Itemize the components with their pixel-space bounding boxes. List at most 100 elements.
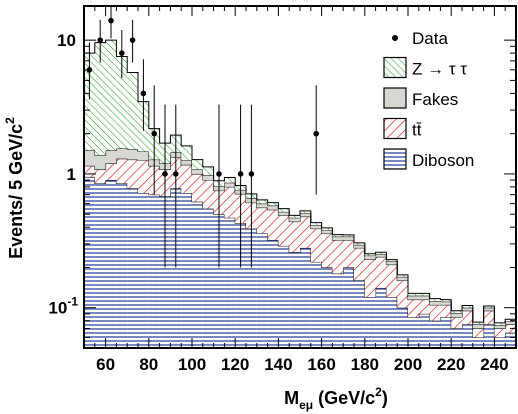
x-tick-label-200: 200 (394, 355, 422, 374)
bar-diboson-1 (94, 183, 106, 348)
legend-entry-tt: tt̄ (383, 117, 422, 140)
bar-z-32 (429, 298, 441, 302)
bar-tt-0 (84, 165, 95, 177)
data-point-11 (248, 104, 255, 268)
data-marker-6 (151, 130, 157, 137)
data-point-1 (97, 19, 103, 63)
outline-z-3 (84, 39, 516, 324)
bar-z-38 (494, 322, 506, 326)
bar-diboson-25 (354, 280, 365, 348)
legend-swatch-1 (383, 56, 407, 79)
x-axis-title-main: M (284, 388, 299, 408)
y-tick-label-exponent-0: -1 (67, 295, 78, 309)
data-marker-8 (173, 171, 179, 177)
bar-diboson-35 (462, 324, 473, 348)
bar-diboson-32 (429, 320, 441, 348)
legend-entry-z: Z → τ τ (383, 56, 467, 79)
bar-diboson-10 (192, 201, 203, 348)
y-tick-label-base-1: 1 (67, 165, 76, 184)
bar-diboson-12 (213, 214, 225, 348)
bar-fakes-1 (94, 155, 106, 170)
bar-tt-36 (472, 328, 484, 338)
legend-swatch-3 (383, 117, 407, 140)
bar-diboson-20 (300, 247, 311, 348)
y-tick-label-base-2: 10 (57, 31, 76, 50)
bar-fakes-31 (418, 295, 430, 300)
bar-z-18 (278, 208, 290, 212)
bar-tt-27 (375, 256, 387, 289)
bar-z-34 (451, 310, 462, 314)
x-tick-label-240: 240 (480, 355, 508, 374)
data-point-12 (313, 85, 320, 195)
bar-diboson-3 (116, 183, 128, 348)
bar-tt-34 (451, 317, 462, 329)
bar-z-23 (332, 234, 344, 237)
bar-tt-17 (267, 209, 279, 241)
bar-fakes-27 (375, 254, 387, 257)
legend-entry-data: Data (392, 29, 448, 48)
bar-z-36 (472, 322, 484, 325)
bar-fakes-32 (429, 301, 441, 305)
bar-z-28 (386, 259, 398, 262)
data-point-7 (162, 104, 168, 268)
bar-tt-4 (127, 159, 138, 189)
bar-diboson-19 (289, 252, 300, 348)
bar-tt-16 (256, 207, 268, 234)
bar-tt-33 (440, 304, 452, 318)
bar-z-37 (483, 306, 495, 308)
bar-z-24 (343, 234, 354, 237)
bar-fakes-2 (105, 150, 117, 164)
bar-z-16 (256, 199, 268, 204)
bar-tt-25 (354, 247, 365, 281)
legend-label-2: Fakes (412, 90, 458, 109)
bar-diboson-39 (505, 332, 516, 348)
bar-z-9 (181, 145, 192, 161)
bar-z-0 (84, 53, 95, 151)
bar-fakes-21 (310, 225, 322, 229)
bar-diboson-22 (321, 267, 333, 348)
bar-fakes-28 (386, 261, 398, 265)
bar-z-17 (267, 202, 279, 206)
bar-fakes-23 (332, 236, 344, 241)
bar-fakes-30 (408, 295, 419, 300)
bar-diboson-38 (494, 337, 506, 348)
bar-tt-35 (462, 310, 473, 325)
bar-fakes-22 (321, 230, 333, 234)
bar-z-29 (397, 274, 408, 277)
bar-tt-23 (332, 240, 344, 274)
y-axis-title-superscript: 2 (3, 117, 17, 124)
bar-tt-21 (310, 228, 322, 262)
legend-entry-fakes: Fakes (383, 87, 458, 109)
x-axis-title-rest: (GeV/c (313, 388, 375, 408)
bar-fakes-11 (202, 175, 214, 181)
bar-fakes-10 (192, 169, 203, 174)
x-tick-label-180: 180 (351, 355, 379, 374)
bar-fakes-26 (364, 255, 376, 260)
bar-diboson-30 (408, 317, 419, 348)
legend-label-4: Diboson (412, 151, 474, 170)
bar-diboson-7 (159, 196, 171, 348)
bar-fakes-39 (505, 321, 516, 325)
data-point-6 (151, 85, 157, 195)
bar-tt-19 (289, 221, 300, 253)
bar-z-10 (192, 159, 203, 170)
bar-diboson-33 (440, 317, 452, 348)
bar-tt-28 (386, 264, 398, 298)
x-axis-title-superscript: 2 (375, 385, 382, 399)
bar-z-1 (94, 42, 106, 156)
bar-z-25 (354, 242, 365, 245)
bar-tt-3 (116, 158, 128, 184)
bar-fakes-25 (354, 244, 365, 248)
bar-diboson-15 (246, 228, 257, 348)
legend-entry-diboson: Diboson (383, 148, 474, 170)
bar-fakes-0 (84, 150, 95, 166)
data-marker-11 (248, 171, 255, 177)
bar-diboson-4 (127, 188, 138, 348)
bar-diboson-23 (332, 273, 344, 348)
data-marker-1 (97, 37, 103, 43)
bar-diboson-17 (267, 240, 279, 348)
legend: Data Z → τ τ Fakes tt̄ Diboson (383, 29, 474, 170)
bar-fakes-19 (289, 217, 300, 222)
bar-tt-30 (408, 299, 419, 318)
